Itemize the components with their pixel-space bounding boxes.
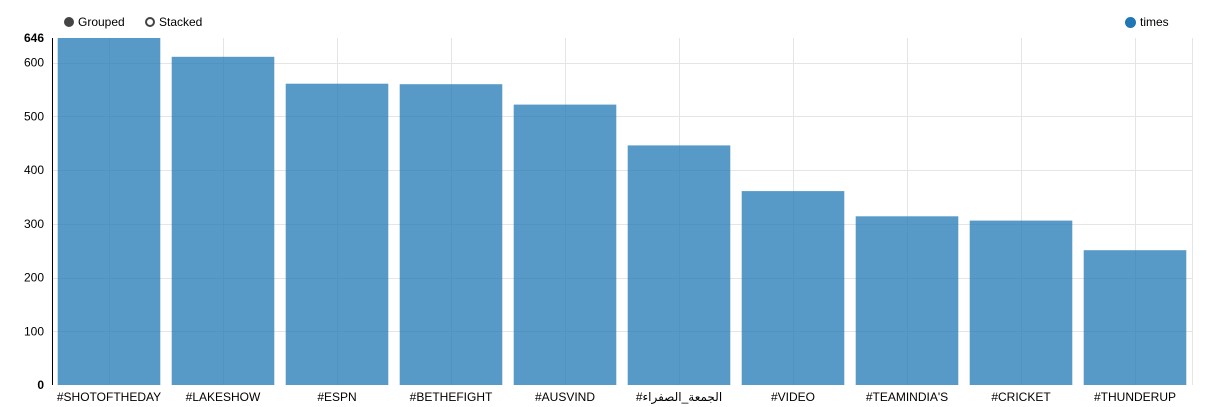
y-tick-label: 0 — [37, 378, 44, 392]
grouped-label: Grouped — [78, 15, 125, 29]
bar[interactable] — [513, 104, 617, 385]
x-tick-label: #الجمعة_الصفراء — [636, 390, 722, 405]
bar[interactable] — [969, 220, 1073, 385]
y-tick-label: 600 — [24, 56, 44, 70]
x-tick-label: #BETHEFIGHT — [410, 390, 493, 404]
stacked-label: Stacked — [159, 15, 203, 29]
y-tick-label: 400 — [24, 163, 44, 177]
legend-label: times — [1140, 15, 1169, 29]
x-tick-label: #THUNDERUP — [1094, 390, 1176, 404]
y-tick-labels: 0 100 200 300 400 500 600 646 — [24, 31, 44, 392]
x-tick-label: #CRICKET — [991, 390, 1051, 404]
x-tick-labels: #SHOTOFTHEDAY #LAKESHOW #ESPN #BETHEFIGHT #A… — [57, 390, 1176, 405]
y-tick-label: 500 — [24, 109, 44, 123]
x-tick-label: #LAKESHOW — [186, 390, 261, 404]
y-tick-label: 300 — [24, 217, 44, 231]
x-tick-label: #SHOTOFTHEDAY — [57, 390, 161, 404]
x-tick-label: #ESPN — [317, 390, 356, 404]
x-tick-label: #TEAMINDIA'S — [866, 390, 948, 404]
grouped-toggle[interactable]: Grouped — [64, 14, 125, 30]
y-tick-label: 646 — [24, 31, 44, 45]
bar[interactable] — [1083, 250, 1187, 385]
grouped-radio-icon[interactable] — [64, 17, 74, 27]
bar[interactable] — [741, 191, 845, 385]
x-tick-label: #AUSVIND — [535, 390, 595, 404]
x-tick-label: #VIDEO — [771, 390, 815, 404]
y-tick-label: 200 — [24, 271, 44, 285]
bar[interactable] — [57, 38, 161, 385]
stacked-toggle[interactable]: Stacked — [145, 14, 202, 30]
bar[interactable] — [855, 216, 959, 385]
stacked-radio-icon[interactable] — [145, 17, 155, 27]
legend-dot-icon[interactable] — [1125, 16, 1136, 28]
y-tick-label: 100 — [24, 324, 44, 338]
legend-item-times[interactable]: times — [1125, 14, 1169, 30]
bar[interactable] — [171, 56, 275, 386]
bars-layer — [57, 38, 1187, 386]
bar[interactable] — [285, 83, 389, 385]
bar[interactable] — [399, 84, 503, 385]
bar[interactable] — [627, 145, 731, 385]
